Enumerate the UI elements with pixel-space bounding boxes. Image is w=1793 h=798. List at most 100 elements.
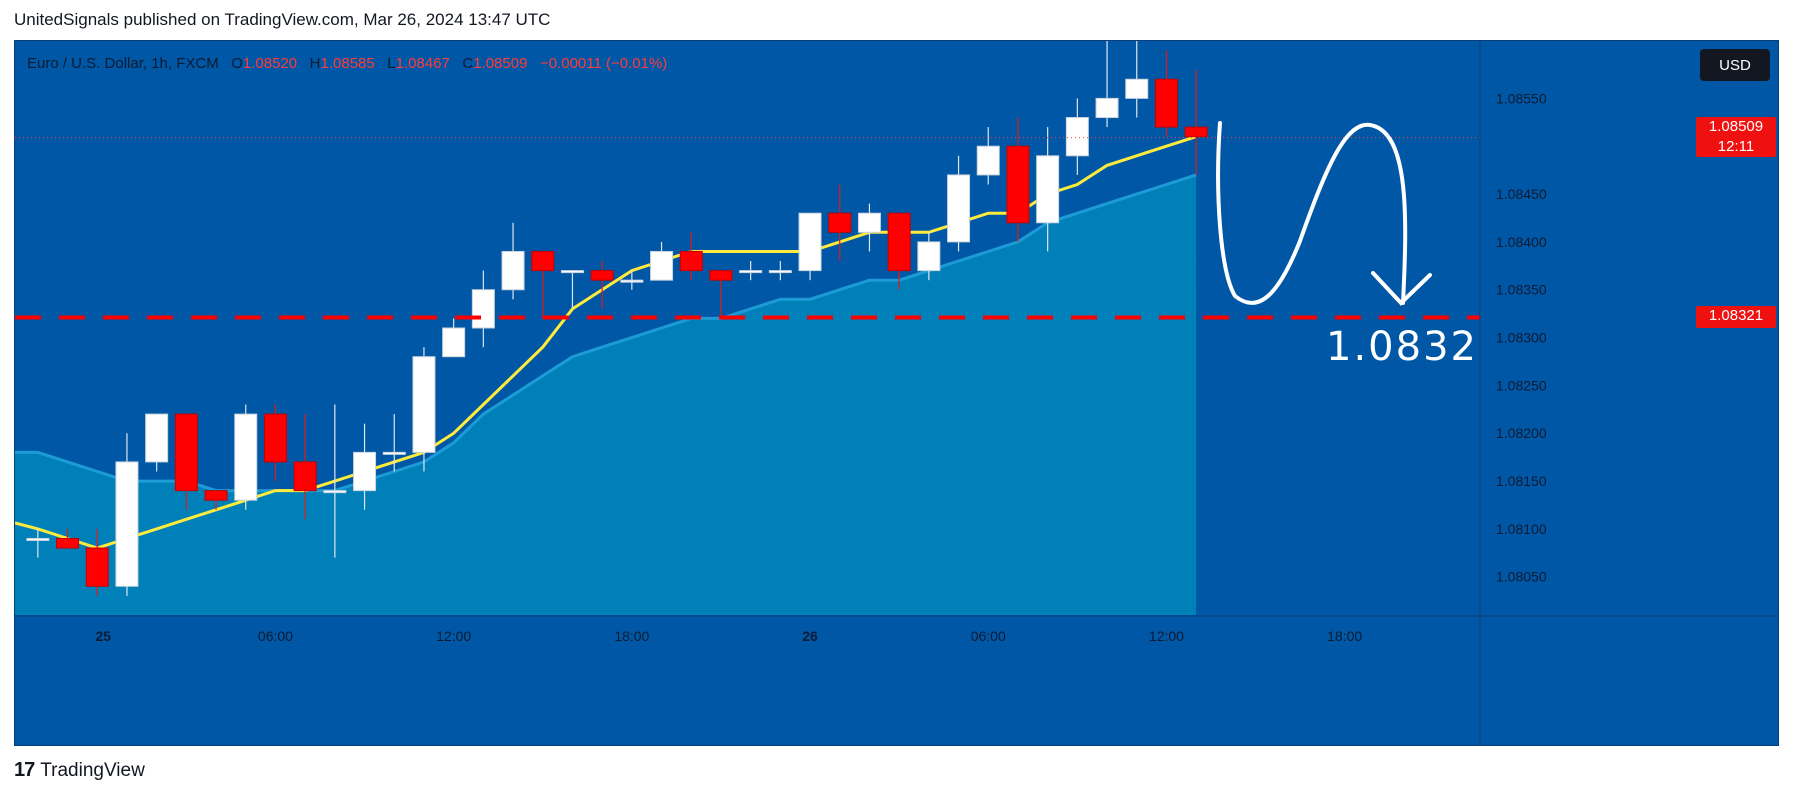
candle-body	[679, 250, 703, 272]
time-tick-label: 26	[802, 628, 818, 644]
high-label: H	[309, 55, 321, 72]
price-tick-label: 1.08150	[1496, 473, 1547, 489]
candle-body	[501, 250, 525, 291]
price-axis-bg	[1480, 41, 1778, 745]
candle	[204, 490, 228, 510]
close-label: C	[462, 55, 474, 72]
time-tick-label: 06:00	[971, 628, 1006, 644]
target-price-tag: 1.08321	[1696, 306, 1776, 328]
time-tick-label: 18:00	[614, 628, 649, 644]
slow-ma-fill	[15, 174, 1197, 615]
candle	[293, 414, 317, 520]
candle	[26, 528, 50, 558]
candle	[1125, 41, 1149, 118]
candle-body	[263, 413, 287, 463]
candle-body	[1095, 97, 1119, 119]
candle-body	[412, 356, 436, 453]
projection-curve	[1216, 121, 1408, 305]
candle	[947, 155, 971, 252]
candle-body	[1154, 78, 1178, 128]
candle	[709, 270, 733, 319]
candle-body	[739, 270, 763, 274]
candle-body	[293, 461, 317, 492]
last-price-tag: 1.08509 12:11	[1696, 117, 1776, 157]
candle	[56, 528, 80, 549]
candle-body	[531, 250, 555, 272]
candle	[650, 241, 674, 281]
candle	[560, 270, 584, 309]
change-value: −0.00011 (−0.01%)	[539, 55, 668, 72]
close-value: 1.08509	[473, 55, 528, 72]
candle	[976, 127, 1000, 185]
chart-panel[interactable]: 1.08550 1.08450 1.08400 1.08350 1.08300 1.082…	[14, 40, 1779, 746]
time-tick-label: 12:00	[436, 628, 471, 644]
time-tick-label: 06:00	[258, 628, 293, 644]
time-tick-label: 12:00	[1149, 628, 1184, 644]
candle-body	[650, 250, 674, 281]
tradingview-logo-icon: 17	[14, 759, 35, 781]
candle-body	[323, 490, 347, 494]
low-value: 1.08467	[395, 55, 450, 72]
candle	[412, 347, 436, 472]
candle	[739, 261, 763, 281]
candle	[382, 414, 406, 472]
candle-body	[1065, 117, 1089, 157]
candle	[501, 222, 525, 300]
candle	[1154, 50, 1178, 137]
candle-body	[590, 270, 614, 281]
candle	[798, 212, 822, 281]
brand-name: TradingView	[40, 759, 145, 781]
target-annotation-text: 1.0832	[1326, 324, 1478, 370]
price-tick-label: 1.08450	[1496, 186, 1547, 202]
candle-body	[174, 413, 198, 492]
candle-body	[471, 289, 495, 329]
candles	[26, 41, 1208, 596]
candle	[115, 433, 139, 596]
candle	[353, 423, 377, 510]
candle	[590, 261, 614, 309]
price-tick-label: 1.08250	[1496, 377, 1547, 393]
candle-body	[234, 413, 258, 501]
candle-body	[857, 212, 881, 233]
candle-body	[115, 461, 139, 587]
candle	[768, 261, 792, 281]
arrow-head-icon	[1371, 271, 1432, 306]
candle-body	[26, 537, 50, 541]
candle-body	[768, 270, 792, 274]
candle-body	[1036, 155, 1060, 224]
candle	[145, 413, 169, 472]
candle-body	[1184, 126, 1208, 138]
candle-body	[620, 279, 644, 283]
candle	[174, 413, 198, 510]
price-tick-label: 1.08350	[1496, 282, 1547, 298]
slow-ma-area	[15, 173, 1197, 615]
price-tick-label: 1.08550	[1496, 90, 1547, 106]
candle	[679, 232, 703, 281]
candle	[85, 528, 109, 596]
tradingview-branding[interactable]: 17 TradingView	[14, 759, 145, 782]
slow-ma-line	[15, 173, 1197, 493]
time-axis[interactable]: 25 06:00 12:00 18:00 26 06:00 12:00 18:00	[15, 615, 1778, 644]
candle-body	[85, 547, 109, 587]
candle	[1065, 98, 1089, 175]
candle	[234, 404, 258, 510]
last-price-value: 1.08509	[1708, 118, 1764, 135]
candle-body	[1125, 78, 1149, 99]
currency-button[interactable]: USD	[1700, 49, 1770, 81]
candle-body	[382, 451, 406, 455]
candle-body	[976, 145, 1000, 176]
candle-body	[947, 174, 971, 243]
candle	[620, 270, 644, 290]
candle-body	[887, 212, 911, 272]
price-axis[interactable]: 1.08550 1.08450 1.08400 1.08350 1.08300 1.082…	[1479, 41, 1778, 745]
candle	[1184, 69, 1208, 175]
price-chart[interactable]: 1.08550 1.08450 1.08400 1.08350 1.08300 1.082…	[15, 41, 1778, 745]
symbol-legend: Euro / U.S. Dollar, 1h, FXCM O1.08520 H1…	[27, 55, 667, 72]
low-label: L	[387, 55, 396, 72]
candle-body	[560, 270, 584, 274]
publisher-header: UnitedSignals published on TradingView.c…	[14, 10, 551, 29]
candle-body	[56, 537, 80, 549]
candle-body	[442, 327, 466, 358]
time-tick-label: 18:00	[1327, 628, 1362, 644]
candle	[1006, 117, 1030, 242]
